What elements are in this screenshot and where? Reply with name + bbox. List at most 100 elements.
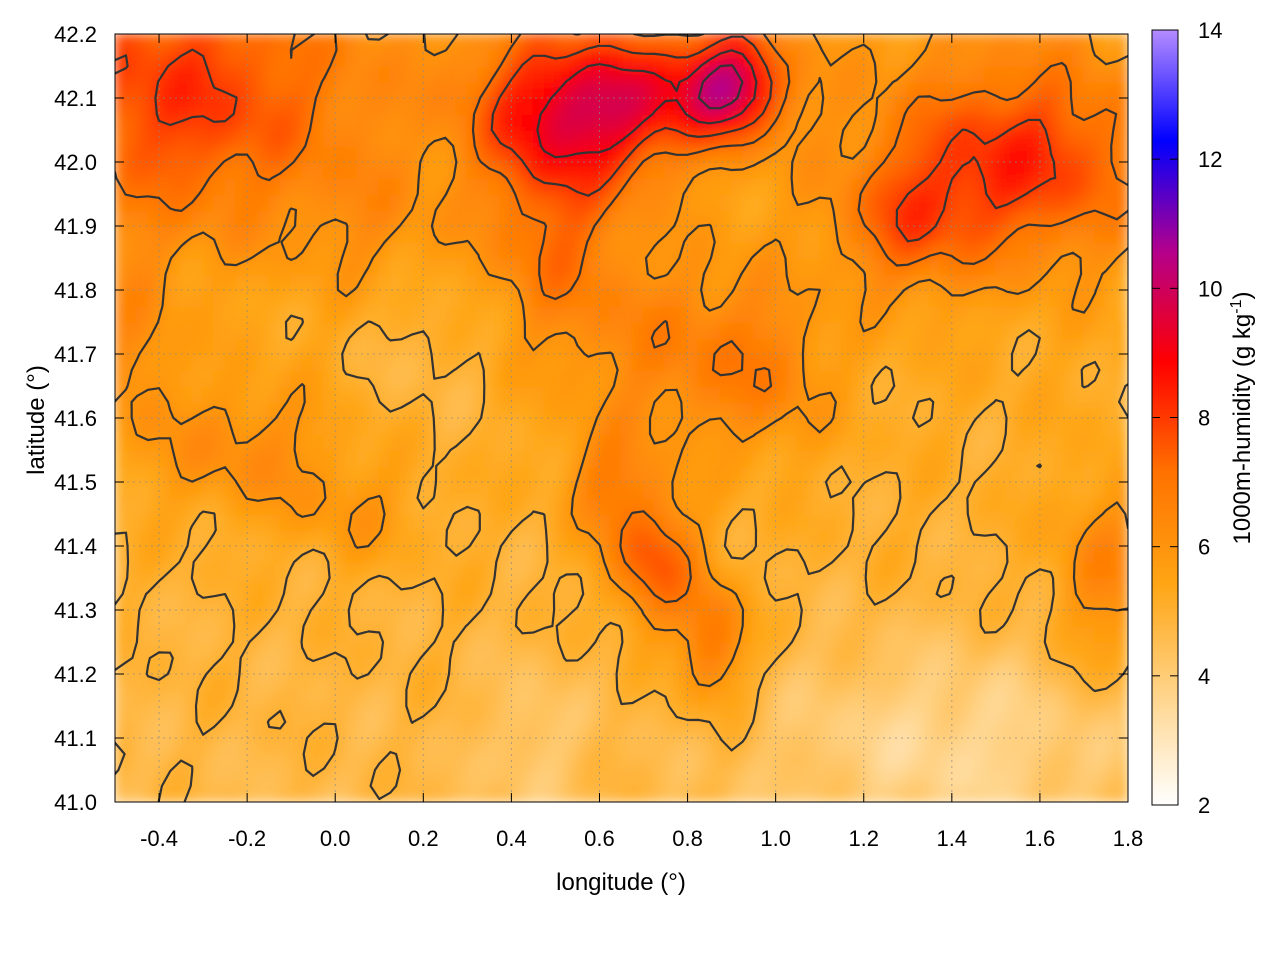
field-cell: [312, 673, 326, 691]
field-cell: [499, 625, 513, 643]
field-cell: [576, 545, 590, 563]
field-cell: [873, 561, 887, 579]
field-cell: [708, 593, 722, 611]
field-cell: [565, 561, 579, 579]
field-cell: [675, 609, 689, 627]
field-cell: [312, 737, 326, 755]
field-cell: [1116, 145, 1128, 163]
field-cell: [543, 753, 557, 771]
field-cell: [620, 673, 634, 691]
field-cell: [587, 737, 601, 755]
field-cell: [356, 641, 370, 659]
field-cell: [158, 433, 171, 451]
field-cell: [334, 705, 348, 723]
field-cell: [1071, 81, 1085, 99]
field-cell: [565, 193, 579, 211]
field-cell: [620, 753, 634, 771]
field-cell: [521, 657, 535, 675]
field-cell: [1027, 641, 1041, 659]
field-cell: [202, 769, 216, 787]
field-cell: [719, 593, 733, 611]
field-cell: [466, 65, 480, 83]
field-cell: [257, 113, 271, 131]
field-cell: [1116, 625, 1128, 643]
field-cell: [499, 593, 513, 611]
field-cell: [785, 785, 799, 802]
field-cell: [136, 721, 149, 739]
field-cell: [466, 481, 480, 499]
field-cell: [257, 225, 271, 243]
field-cell: [983, 577, 997, 595]
field-cell: [950, 609, 964, 627]
field-cell: [158, 225, 171, 243]
field-cell: [1060, 721, 1074, 739]
field-cell: [565, 721, 579, 739]
field-cell: [862, 721, 876, 739]
field-cell: [334, 753, 348, 771]
field-cell: [807, 593, 821, 611]
field-cell: [1071, 97, 1085, 115]
field-cell: [961, 737, 975, 755]
field-cell: [477, 705, 491, 723]
field-cell: [191, 753, 205, 771]
field-cell: [818, 625, 832, 643]
field-cell: [961, 657, 975, 675]
field-cell: [972, 737, 986, 755]
field-cell: [213, 657, 227, 675]
field-cell: [906, 577, 920, 595]
field-cell: [785, 609, 799, 627]
field-cell: [312, 529, 326, 547]
y-tick-label: 41.9: [54, 214, 97, 239]
field-cell: [708, 785, 722, 802]
field-cell: [719, 785, 733, 802]
field-cell: [664, 641, 678, 659]
field-cell: [1071, 497, 1085, 515]
field-cell: [763, 641, 777, 659]
field-cell: [994, 689, 1008, 707]
field-cell: [521, 785, 535, 802]
field-cell: [389, 545, 403, 563]
field-cell: [862, 737, 876, 755]
field-cell: [158, 161, 171, 179]
field-cell: [587, 753, 601, 771]
field-cell: [851, 657, 865, 675]
field-cell: [389, 529, 403, 547]
field-cell: [521, 561, 535, 579]
field-cell: [312, 785, 326, 802]
field-cell: [246, 641, 260, 659]
field-cell: [312, 705, 326, 723]
field-cell: [1083, 561, 1096, 579]
field-cell: [257, 529, 271, 547]
field-cell: [180, 577, 194, 595]
field-cell: [1071, 785, 1085, 802]
field-cell: [1071, 305, 1085, 323]
field-cell: [840, 609, 854, 627]
field-cell: [950, 785, 964, 802]
field-cell: [675, 545, 689, 563]
field-cell: [829, 657, 843, 675]
field-cell: [950, 753, 964, 771]
field-cell: [1094, 593, 1107, 611]
field-cell: [257, 81, 271, 99]
field-cell: [191, 657, 205, 675]
field-cell: [609, 737, 623, 755]
field-cell: [191, 769, 205, 787]
field-cell: [213, 785, 227, 802]
field-cell: [235, 561, 249, 579]
field-cell: [115, 593, 127, 611]
field-cell: [917, 561, 931, 579]
field-cell: [356, 609, 370, 627]
field-cell: [1083, 609, 1096, 627]
field-cell: [653, 561, 667, 579]
field-cell: [257, 193, 271, 211]
field-cell: [675, 577, 689, 595]
field-cell: [1060, 609, 1074, 627]
field-cell: [697, 721, 711, 739]
field-cell: [565, 785, 579, 802]
field-cell: [169, 593, 183, 611]
field-cell: [224, 545, 238, 563]
field-cell: [257, 337, 271, 355]
field-cell: [708, 577, 722, 595]
field-cell: [389, 561, 403, 579]
field-cell: [840, 625, 854, 643]
